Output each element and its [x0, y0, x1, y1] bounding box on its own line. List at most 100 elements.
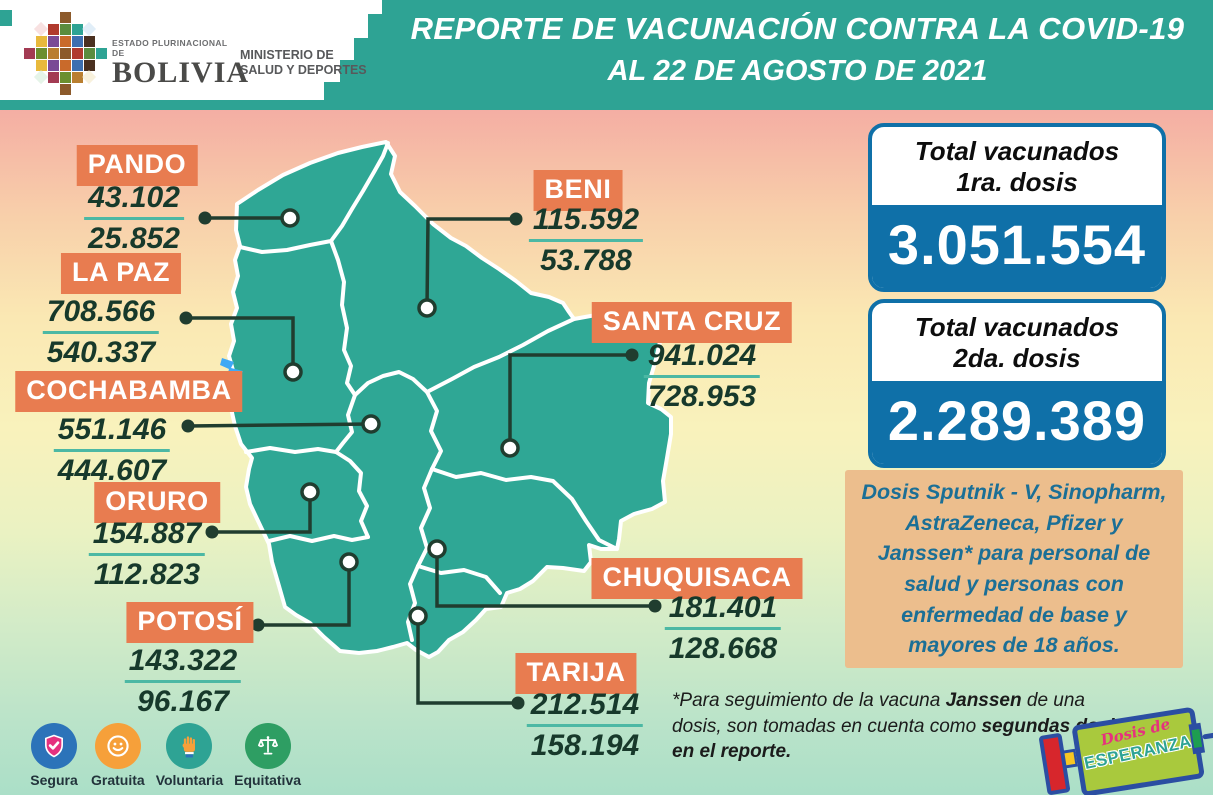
- department-doses-la_paz: 708.566 540.337: [42, 296, 160, 370]
- leader-line-tarija: [416, 616, 518, 705]
- logo-mosaic-tile: [84, 36, 95, 47]
- ministry-line2: SALUD Y DEPORTES: [240, 63, 367, 77]
- leader-line-la_paz: [186, 316, 295, 372]
- dose2-value-oruro: 112.823: [93, 558, 201, 592]
- department-doses-chuquisaca: 181.401 128.668: [664, 592, 782, 666]
- logo-mosaic-tile: [96, 48, 107, 59]
- vaccine-note-text: Dosis Sputnik - V, Sinopharm, AstraZenec…: [861, 480, 1167, 658]
- department-doses-beni: 115.592 53.788: [528, 204, 644, 278]
- map-marker-oruro: [300, 482, 320, 502]
- logo-mosaic-tile: [60, 72, 71, 83]
- logo-mosaic-tile: [48, 72, 59, 83]
- leader-dot-la_paz: [179, 311, 193, 325]
- syringe-needle: [1202, 730, 1213, 740]
- total-first-dose-title: Total vacunados 1ra. dosis: [872, 127, 1162, 205]
- map-marker-cochabamba: [361, 414, 381, 434]
- logo-diamond-tile: [33, 69, 49, 85]
- department-label-cochabamba: COCHABAMBA: [15, 371, 243, 412]
- logo-mosaic-tile: [36, 48, 47, 59]
- value-item-gratuita: Gratuita: [91, 723, 145, 788]
- logo-diamond-tile: [81, 69, 97, 85]
- value-label: Gratuita: [91, 772, 145, 788]
- value-item-equitativa: Equitativa: [234, 723, 301, 788]
- dose2-value-chuquisaca: 128.668: [668, 632, 778, 666]
- leader-dot-pando: [198, 211, 212, 225]
- logo-mosaic-tile: [72, 24, 83, 35]
- dose2-value-tarija: 158.194: [530, 729, 640, 763]
- logo-mosaic-tile: [72, 72, 83, 83]
- value-item-voluntaria: Voluntaria: [156, 723, 223, 788]
- dose1-value-cochabamba: 551.146: [53, 414, 171, 453]
- total-first-dose-box: Total vacunados 1ra. dosis 3.051.554: [868, 123, 1166, 293]
- ministry-name: MINISTERIO DE SALUD Y DEPORTES: [240, 48, 367, 78]
- total-second-dose-box: Total vacunados 2da. dosis 2.289.389: [868, 299, 1166, 469]
- total-first-dose-title-line1: Total vacunados: [914, 136, 1120, 166]
- leader-line-potosi: [258, 562, 351, 627]
- dose1-value-potosi: 143.322: [124, 645, 242, 684]
- dose2-value-beni: 53.788: [540, 244, 632, 278]
- logo-mosaic-tile: [48, 24, 59, 35]
- logo-mosaic-tile: [72, 36, 83, 47]
- dose1-value-oruro: 154.887: [88, 518, 206, 557]
- agency-small-text: ESTADO PLURINACIONAL DE: [112, 38, 228, 58]
- department-doses-cochabamba: 551.146 444.607: [53, 414, 171, 488]
- value-label: Voluntaria: [155, 772, 224, 788]
- footnote-segment: Janssen: [945, 690, 1022, 711]
- logo-mosaic-tile: [60, 60, 71, 71]
- department-doses-santa_cruz: 941.024 728.953: [643, 340, 761, 414]
- total-second-dose-title-line2: 2da. dosis: [953, 343, 1081, 374]
- logo-mosaic-tile: [36, 60, 47, 71]
- syringe-body: Dosis de ESPERANZA: [1071, 706, 1206, 795]
- department-label-oruro: ORURO: [94, 482, 220, 523]
- ministry-line1: MINISTERIO DE: [240, 48, 334, 62]
- total-second-dose-value: 2.289.389: [872, 381, 1162, 465]
- report-title-line1: REPORTE DE VACUNACIÓN CONTRA LA COVID-19: [410, 11, 1185, 46]
- vaccination-values-row: Segura Gratuita Voluntaria Equitativa: [28, 723, 301, 788]
- map-marker-la_paz: [283, 362, 303, 382]
- report-title: REPORTE DE VACUNACIÓN CONTRA LA COVID-19…: [400, 11, 1195, 88]
- department-doses-potosi: 143.322 96.167: [124, 645, 242, 719]
- smiley-icon: [94, 723, 141, 769]
- leader-line-oruro: [212, 492, 312, 534]
- logo-mosaic-tile: [36, 36, 47, 47]
- vaccine-note-box: Dosis Sputnik - V, Sinopharm, AstraZenec…: [845, 470, 1183, 668]
- footnote-segment: de una dosis, son tomadas en cuenta como: [672, 690, 1086, 737]
- footnote-segment: *Para seguimiento de la vacuna: [672, 690, 946, 711]
- department-label-chuquisaca: CHUQUISACA: [591, 558, 803, 599]
- map-marker-chuquisaca: [427, 539, 447, 559]
- leader-dot-oruro: [205, 525, 219, 539]
- department-label-santa_cruz: SANTA CRUZ: [591, 302, 793, 343]
- raised-hand-icon: [166, 723, 213, 769]
- shield-check-icon: [31, 723, 77, 769]
- dose2-value-santa_cruz: 728.953: [647, 380, 757, 414]
- department-label-tarija: TARIJA: [515, 653, 637, 694]
- logo-mosaic-tile: [60, 48, 71, 59]
- report-title-line2: AL 22 DE AGOSTO DE 2021: [607, 55, 988, 87]
- total-second-dose-title: Total vacunados 2da. dosis: [872, 303, 1162, 381]
- dose2-value-pando: 25.852: [88, 222, 180, 256]
- map-marker-potosi: [339, 552, 359, 572]
- logo-diamond-tile: [81, 21, 97, 37]
- value-label: Equitativa: [234, 772, 302, 788]
- dose1-value-tarija: 212.514: [526, 689, 644, 728]
- total-first-dose-value: 3.051.554: [872, 205, 1162, 289]
- leader-dot-tarija: [511, 696, 525, 710]
- dose1-value-beni: 115.592: [528, 204, 644, 243]
- bolivia-chakana-logo: [24, 12, 108, 96]
- logo-mosaic-tile: [48, 48, 59, 59]
- dose2-value-la_paz: 540.337: [46, 336, 156, 370]
- leader-lines: [186, 216, 655, 705]
- janssen-footnote: *Para seguimiento de la vacuna Janssen d…: [672, 688, 1127, 765]
- map-marker-santa_cruz: [500, 438, 520, 458]
- logo-mosaic-tile: [84, 48, 95, 59]
- logo-mosaic-tile: [60, 36, 71, 47]
- dose1-value-la_paz: 708.566: [42, 296, 160, 335]
- department-label-beni: BENI: [533, 170, 623, 211]
- map-markers: [280, 208, 520, 626]
- department-label-la_paz: LA PAZ: [60, 253, 182, 294]
- balance-scale-icon: [244, 723, 291, 769]
- total-second-dose-title-line1: Total vacunados: [914, 312, 1120, 342]
- dose2-value-cochabamba: 444.607: [57, 454, 167, 488]
- logo-mosaic-tile: [84, 60, 95, 71]
- dose2-value-potosi: 96.167: [137, 685, 229, 719]
